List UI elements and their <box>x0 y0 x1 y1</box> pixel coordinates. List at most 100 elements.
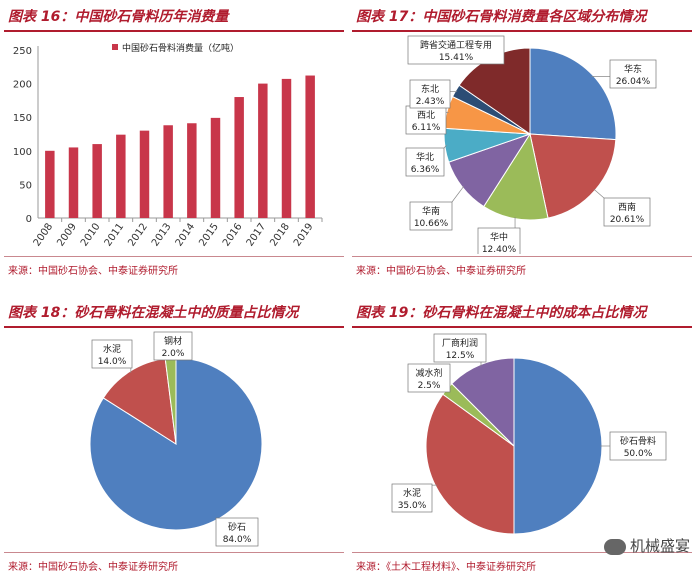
x-tick-label: 2016 <box>221 221 245 248</box>
slice-value: 6.11% <box>412 123 441 133</box>
slice-value: 20.61% <box>610 215 645 225</box>
slice-label: 减水剂 <box>415 367 442 379</box>
slice-value: 2.5% <box>418 381 441 391</box>
label-box <box>433 333 487 363</box>
slice-label: 华东 <box>624 63 642 75</box>
chart-title-17: 图表 17：中国砂石骨料消费量各区域分布情况 <box>352 4 692 32</box>
label-box <box>609 59 657 89</box>
bar-2019 <box>305 75 315 218</box>
x-tick-label: 2014 <box>174 221 198 248</box>
slice-value: 35.0% <box>398 501 427 511</box>
leader-line <box>443 144 447 149</box>
x-tick-label: 2018 <box>268 221 292 248</box>
slice-value: 26.04% <box>616 77 651 87</box>
divider <box>352 256 692 257</box>
label-box <box>477 227 521 254</box>
bar-2010 <box>92 144 102 218</box>
slice-label: 跨省交通工程专用 <box>420 39 492 51</box>
y-tick-label: 100 <box>13 147 32 158</box>
x-tick-label: 2012 <box>126 221 150 248</box>
leader-line <box>451 186 465 203</box>
chart-panel-16: 图表 16：中国砂石骨料历年消费量 <box>4 4 344 32</box>
bar-2012 <box>139 130 150 218</box>
x-tick-label: 2017 <box>245 221 269 248</box>
pie-chart-mass-share: 砂石 84.0% 水泥 14.0% 钢材 2.0% <box>89 331 263 547</box>
chart-panel-18: 图表 18：砂石骨料在混凝土中的质量占比情况 <box>4 300 344 328</box>
bar-2018 <box>281 78 292 218</box>
pie-chart-regional: 华东 26.04% 西南 20.61% 华中 12.40% 华南 10.66% 华北 6.36% 西… <box>405 35 657 254</box>
divider <box>4 256 344 257</box>
x-tick-label: 2011 <box>103 221 127 248</box>
y-tick-label: 250 <box>13 46 32 57</box>
pie-slice-厂商利润 <box>451 357 515 448</box>
bar-2013 <box>163 125 173 218</box>
label-box <box>407 363 451 393</box>
slice-label: 砂石 <box>228 521 246 533</box>
label-box <box>407 35 505 65</box>
label-box <box>215 517 259 547</box>
slice-label: 水泥 <box>403 487 421 499</box>
chart-title-16: 图表 16：中国砂石骨料历年消费量 <box>4 4 344 32</box>
slice-value: 2.0% <box>162 349 185 359</box>
slice-label: 钢材 <box>164 335 182 347</box>
source-note-18: 来源：中国砂石协会、中泰证券研究所 <box>8 562 178 573</box>
slice-label: 砂石骨料 <box>620 435 656 447</box>
bar-2017 <box>258 83 268 218</box>
slice-value: 10.66% <box>414 219 449 229</box>
slice-value: 12.5% <box>446 351 475 361</box>
bar-2011 <box>116 134 126 218</box>
label-box <box>91 339 133 369</box>
x-tick-label: 2013 <box>150 221 174 248</box>
x-tick-label: 2010 <box>79 221 103 248</box>
y-tick-label: 50 <box>19 180 32 191</box>
chart-title-19: 图表 19：砂石骨料在混凝土中的成本占比情况 <box>352 300 692 328</box>
slice-value: 50.0% <box>624 449 653 459</box>
wechat-icon <box>603 538 626 555</box>
slice-value: 84.0% <box>223 535 252 545</box>
pie-chart-cost-share: 砂石骨料 50.0% 水泥 35.0% 减水剂 2.5% 厂商利润 12.5% <box>391 333 667 535</box>
legend-swatch <box>112 44 118 50</box>
slice-label: 厂商利润 <box>442 337 478 349</box>
bar-2015 <box>210 117 221 218</box>
divider <box>4 552 344 553</box>
label-box <box>405 105 447 135</box>
chart-panel-17: 图表 17：中国砂石骨料消费量各区域分布情况 <box>352 4 692 32</box>
pie-slice-砂石骨料 <box>513 357 603 535</box>
y-tick-label: 200 <box>13 80 32 91</box>
slice-label: 西北 <box>417 110 435 121</box>
chart-title-18: 图表 18：砂石骨料在混凝土中的质量占比情况 <box>4 300 344 328</box>
slice-label: 华中 <box>490 231 508 243</box>
divider <box>352 552 692 553</box>
legend-label: 中国砂石骨料消费量（亿吨） <box>122 42 239 54</box>
label-box <box>609 431 667 461</box>
label-box <box>391 483 433 513</box>
y-tick-label: 150 <box>13 113 32 124</box>
bar-2016 <box>234 97 244 218</box>
bar-2014 <box>187 123 197 218</box>
bar-2008 <box>45 150 55 218</box>
source-note-16: 来源：中国砂石协会、中泰证券研究所 <box>8 266 178 277</box>
x-tick-label: 2019 <box>292 221 316 248</box>
label-box <box>409 79 451 109</box>
x-tick-label: 2008 <box>32 221 56 248</box>
slice-label: 西南 <box>618 201 636 213</box>
slice-value: 15.41% <box>439 53 474 63</box>
slice-value: 6.36% <box>411 165 440 175</box>
slice-value: 14.0% <box>98 357 127 367</box>
label-box <box>409 201 453 231</box>
watermark-text: 机械盛宴 <box>629 537 690 555</box>
x-tick-label: 2009 <box>55 221 79 248</box>
x-tick-label: 2015 <box>197 221 221 248</box>
slice-value: 12.40% <box>482 245 517 254</box>
label-box <box>405 147 445 177</box>
slice-label: 水泥 <box>103 343 121 355</box>
pie-slice-水泥 <box>425 393 515 535</box>
slice-label: 东北 <box>421 83 439 95</box>
pie-slice-华东 <box>529 47 617 141</box>
source-note-17: 来源：中国砂石协会、中泰证券研究所 <box>356 266 526 277</box>
label-box <box>603 197 651 227</box>
y-tick-label: 0 <box>26 214 32 225</box>
slice-label: 华北 <box>416 151 434 163</box>
slice-label: 华南 <box>422 205 440 217</box>
